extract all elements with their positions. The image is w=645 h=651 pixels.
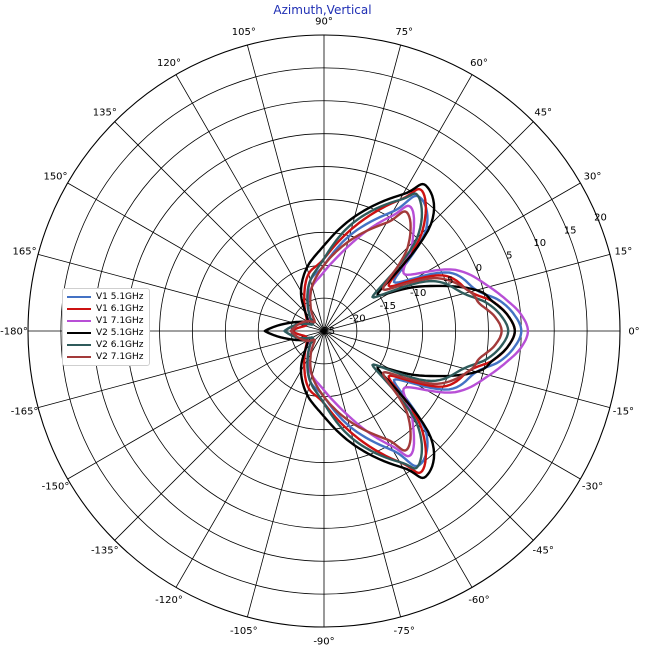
angle-tick-label: 120° [157, 58, 181, 69]
series-line [289, 204, 530, 458]
angle-spoke [323, 44, 401, 332]
angle-tick-label: 75° [395, 27, 413, 38]
chart-title: Azimuth,Vertical [273, 3, 372, 17]
legend-swatch [67, 296, 91, 298]
angle-tick-label: 150° [43, 172, 67, 183]
angle-spoke [175, 74, 325, 332]
angle-tick-label: -135° [91, 546, 119, 557]
legend-swatch [67, 332, 91, 334]
angle-tick-label: 45° [534, 107, 552, 118]
legend-entry: V2 6.1GHz [67, 339, 144, 351]
legend-label: V1 5.1GHz [96, 292, 144, 302]
legend-swatch [67, 356, 91, 358]
radial-tick-label: -20 [349, 313, 365, 324]
tick-labels: 0° 15° 30° 45° 60° 75° 90° 105° 120° 135° 150° 165°… [0, 17, 640, 648]
radial-tick-label: -5 [444, 276, 454, 287]
legend-entry: V1 6.1GHz [67, 303, 144, 315]
legend-entry: V2 5.1GHz [67, 327, 144, 339]
angle-tick-label: -60° [468, 595, 489, 606]
angle-tick-label: 0° [628, 327, 639, 338]
angle-tick-label: 60° [470, 58, 488, 69]
legend-label: V2 5.1GHz [96, 328, 144, 338]
angle-spoke [247, 330, 325, 618]
angle-tick-label: -180° [0, 327, 28, 338]
radial-tick-label: 10 [533, 238, 546, 249]
angle-spoke [175, 330, 325, 588]
angle-spoke [114, 330, 325, 541]
angle-tick-label: -75° [394, 626, 415, 637]
radial-tick-label: 5 [506, 251, 512, 262]
series-line [283, 192, 510, 470]
series-line [263, 182, 516, 480]
angle-spoke [323, 330, 401, 618]
legend-label: V1 7.1GHz [96, 316, 144, 326]
legend-entry: V2 7.1GHz [67, 351, 144, 363]
angle-tick-label: -90° [313, 637, 334, 648]
angle-spoke [67, 182, 325, 332]
legend-swatch [67, 308, 91, 310]
angle-tick-label: -105° [230, 626, 258, 637]
legend-label: V2 7.1GHz [96, 352, 144, 362]
angle-tick-label: 165° [13, 246, 37, 257]
angle-spoke [37, 254, 325, 332]
legend-entry: V1 5.1GHz [67, 291, 144, 303]
legend-label: V2 6.1GHz [96, 340, 144, 350]
angle-spoke [323, 182, 581, 332]
angle-tick-label: -150° [42, 482, 70, 493]
angle-spoke [37, 330, 325, 408]
angle-tick-label: -120° [155, 595, 183, 606]
legend-label: V1 6.1GHz [96, 304, 144, 314]
angle-tick-label: -30° [582, 482, 603, 493]
angle-spoke [247, 44, 325, 332]
polar-grid [27, 34, 621, 628]
radial-tick-label: -10 [410, 288, 426, 299]
angle-spoke [323, 330, 611, 408]
radial-tick-label: -25 [319, 326, 335, 337]
series-line [289, 210, 503, 452]
angle-spoke [114, 121, 325, 332]
angle-spoke [323, 330, 473, 588]
angle-tick-label: -45° [533, 546, 554, 557]
legend: V1 5.1GHz V1 6.1GHz V1 7.1GHz V2 5.1GHz V2 6… [62, 288, 150, 366]
angle-tick-label: 105° [232, 27, 256, 38]
radial-tick-label: 20 [594, 213, 607, 224]
series-group [263, 182, 530, 480]
angle-spoke [323, 330, 581, 480]
angle-tick-label: -15° [613, 407, 634, 418]
radial-tick-label: 15 [564, 225, 577, 236]
angle-tick-label: 90° [315, 17, 333, 28]
angle-tick-label: 15° [615, 246, 633, 257]
legend-entry: V1 7.1GHz [67, 315, 144, 327]
angle-spoke [67, 330, 325, 480]
radial-tick-label: 0 [476, 263, 482, 274]
angle-tick-label: 135° [93, 107, 117, 118]
radial-tick-label: -15 [380, 301, 396, 312]
legend-swatch [67, 320, 91, 322]
angle-spoke [323, 254, 611, 332]
angle-tick-label: 30° [584, 172, 602, 183]
angle-spoke [323, 74, 473, 332]
angle-tick-label: -165° [11, 407, 39, 418]
legend-swatch [67, 344, 91, 346]
